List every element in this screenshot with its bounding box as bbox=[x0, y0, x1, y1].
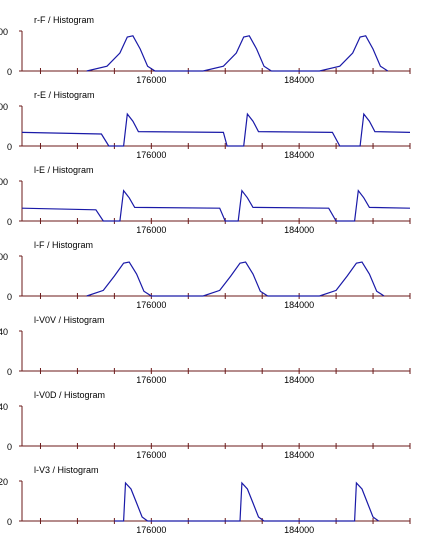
y-tick-label: 0 bbox=[7, 67, 12, 77]
x-tick-label: 184000 bbox=[284, 375, 314, 385]
series-line bbox=[114, 481, 379, 522]
series-line bbox=[21, 112, 411, 147]
chart-title: r-F / Histogram bbox=[34, 15, 94, 25]
chart-panel: l-V0D / Histogram 0 40 176000 184000 bbox=[0, 390, 411, 460]
series-line bbox=[21, 189, 411, 222]
y-tick-label: 40 bbox=[0, 327, 8, 337]
x-tick-label: 184000 bbox=[284, 525, 314, 535]
x-tick-label: 176000 bbox=[136, 300, 166, 310]
chart-title: l-E / Histogram bbox=[34, 165, 94, 175]
x-tick-label: 176000 bbox=[136, 450, 166, 460]
y-tick-label: 0 bbox=[7, 142, 12, 152]
x-tick-label: 184000 bbox=[284, 450, 314, 460]
y-tick-label: 00 bbox=[0, 102, 8, 112]
y-tick-label: 20 bbox=[0, 477, 8, 487]
x-tick-label: 176000 bbox=[136, 225, 166, 235]
x-tick-label: 176000 bbox=[136, 75, 166, 85]
y-tick-label: 00 bbox=[0, 252, 8, 262]
chart-title: l-V0V / Histogram bbox=[34, 315, 105, 325]
chart-title: l-V3 / Histogram bbox=[34, 465, 99, 475]
x-tick-label: 176000 bbox=[136, 525, 166, 535]
x-tick-label: 176000 bbox=[136, 375, 166, 385]
x-tick-label: 184000 bbox=[284, 300, 314, 310]
series-line bbox=[86, 35, 389, 72]
series-line bbox=[86, 261, 385, 297]
x-tick-label: 184000 bbox=[284, 225, 314, 235]
y-tick-label: 0 bbox=[7, 217, 12, 227]
y-tick-label: 0 bbox=[7, 292, 12, 302]
x-tick-label: 184000 bbox=[284, 75, 314, 85]
y-tick-label: 00 bbox=[0, 177, 8, 187]
chart-panel: l-V3 / Histogram 0 20 176000 184000 bbox=[0, 465, 411, 535]
chart-panel: l-V0V / Histogram 0 40 176000 184000 bbox=[0, 315, 411, 385]
y-tick-label: 0 bbox=[7, 442, 12, 452]
x-tick-label: 184000 bbox=[284, 150, 314, 160]
chart-title: l-F / Histogram bbox=[34, 240, 93, 250]
y-tick-label: 0 bbox=[7, 517, 12, 527]
chart-title: r-E / Histogram bbox=[34, 90, 95, 100]
chart-title: l-V0D / Histogram bbox=[34, 390, 105, 400]
x-tick-label: 176000 bbox=[136, 150, 166, 160]
y-tick-label: 40 bbox=[0, 402, 8, 412]
y-tick-label: 00 bbox=[0, 27, 8, 37]
y-tick-label: 0 bbox=[7, 367, 12, 377]
